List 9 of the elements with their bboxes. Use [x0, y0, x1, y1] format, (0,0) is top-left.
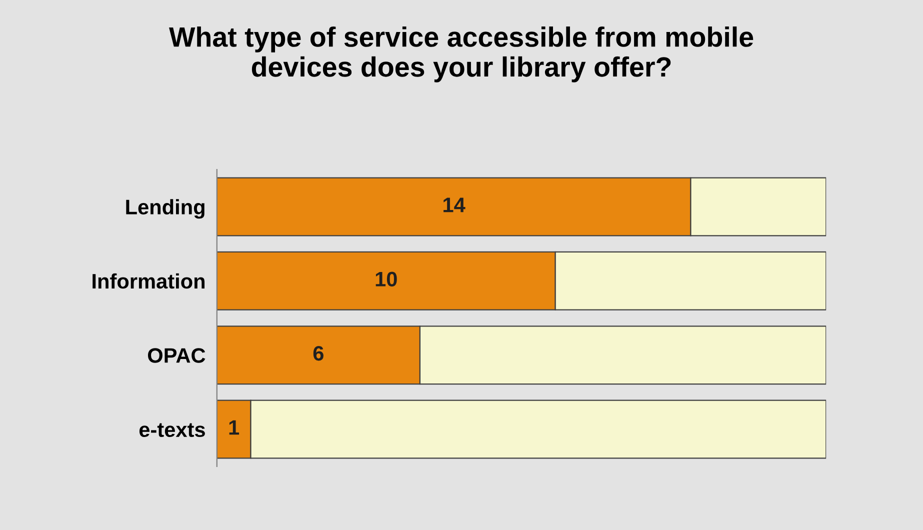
data-label: 6	[313, 346, 324, 361]
y-tick-label: OPAC	[148, 348, 206, 363]
data-label: 14	[444, 198, 466, 212]
chart-title: What type of service accessible from mobile devices does your library offer?	[169, 26, 754, 82]
data-label: 1	[229, 420, 240, 435]
y-tick-label: Information	[92, 273, 205, 289]
y-tick-label: e-texts	[139, 423, 205, 438]
data-label: 10	[376, 272, 397, 286]
y-tick-label: Lending	[126, 199, 204, 219]
